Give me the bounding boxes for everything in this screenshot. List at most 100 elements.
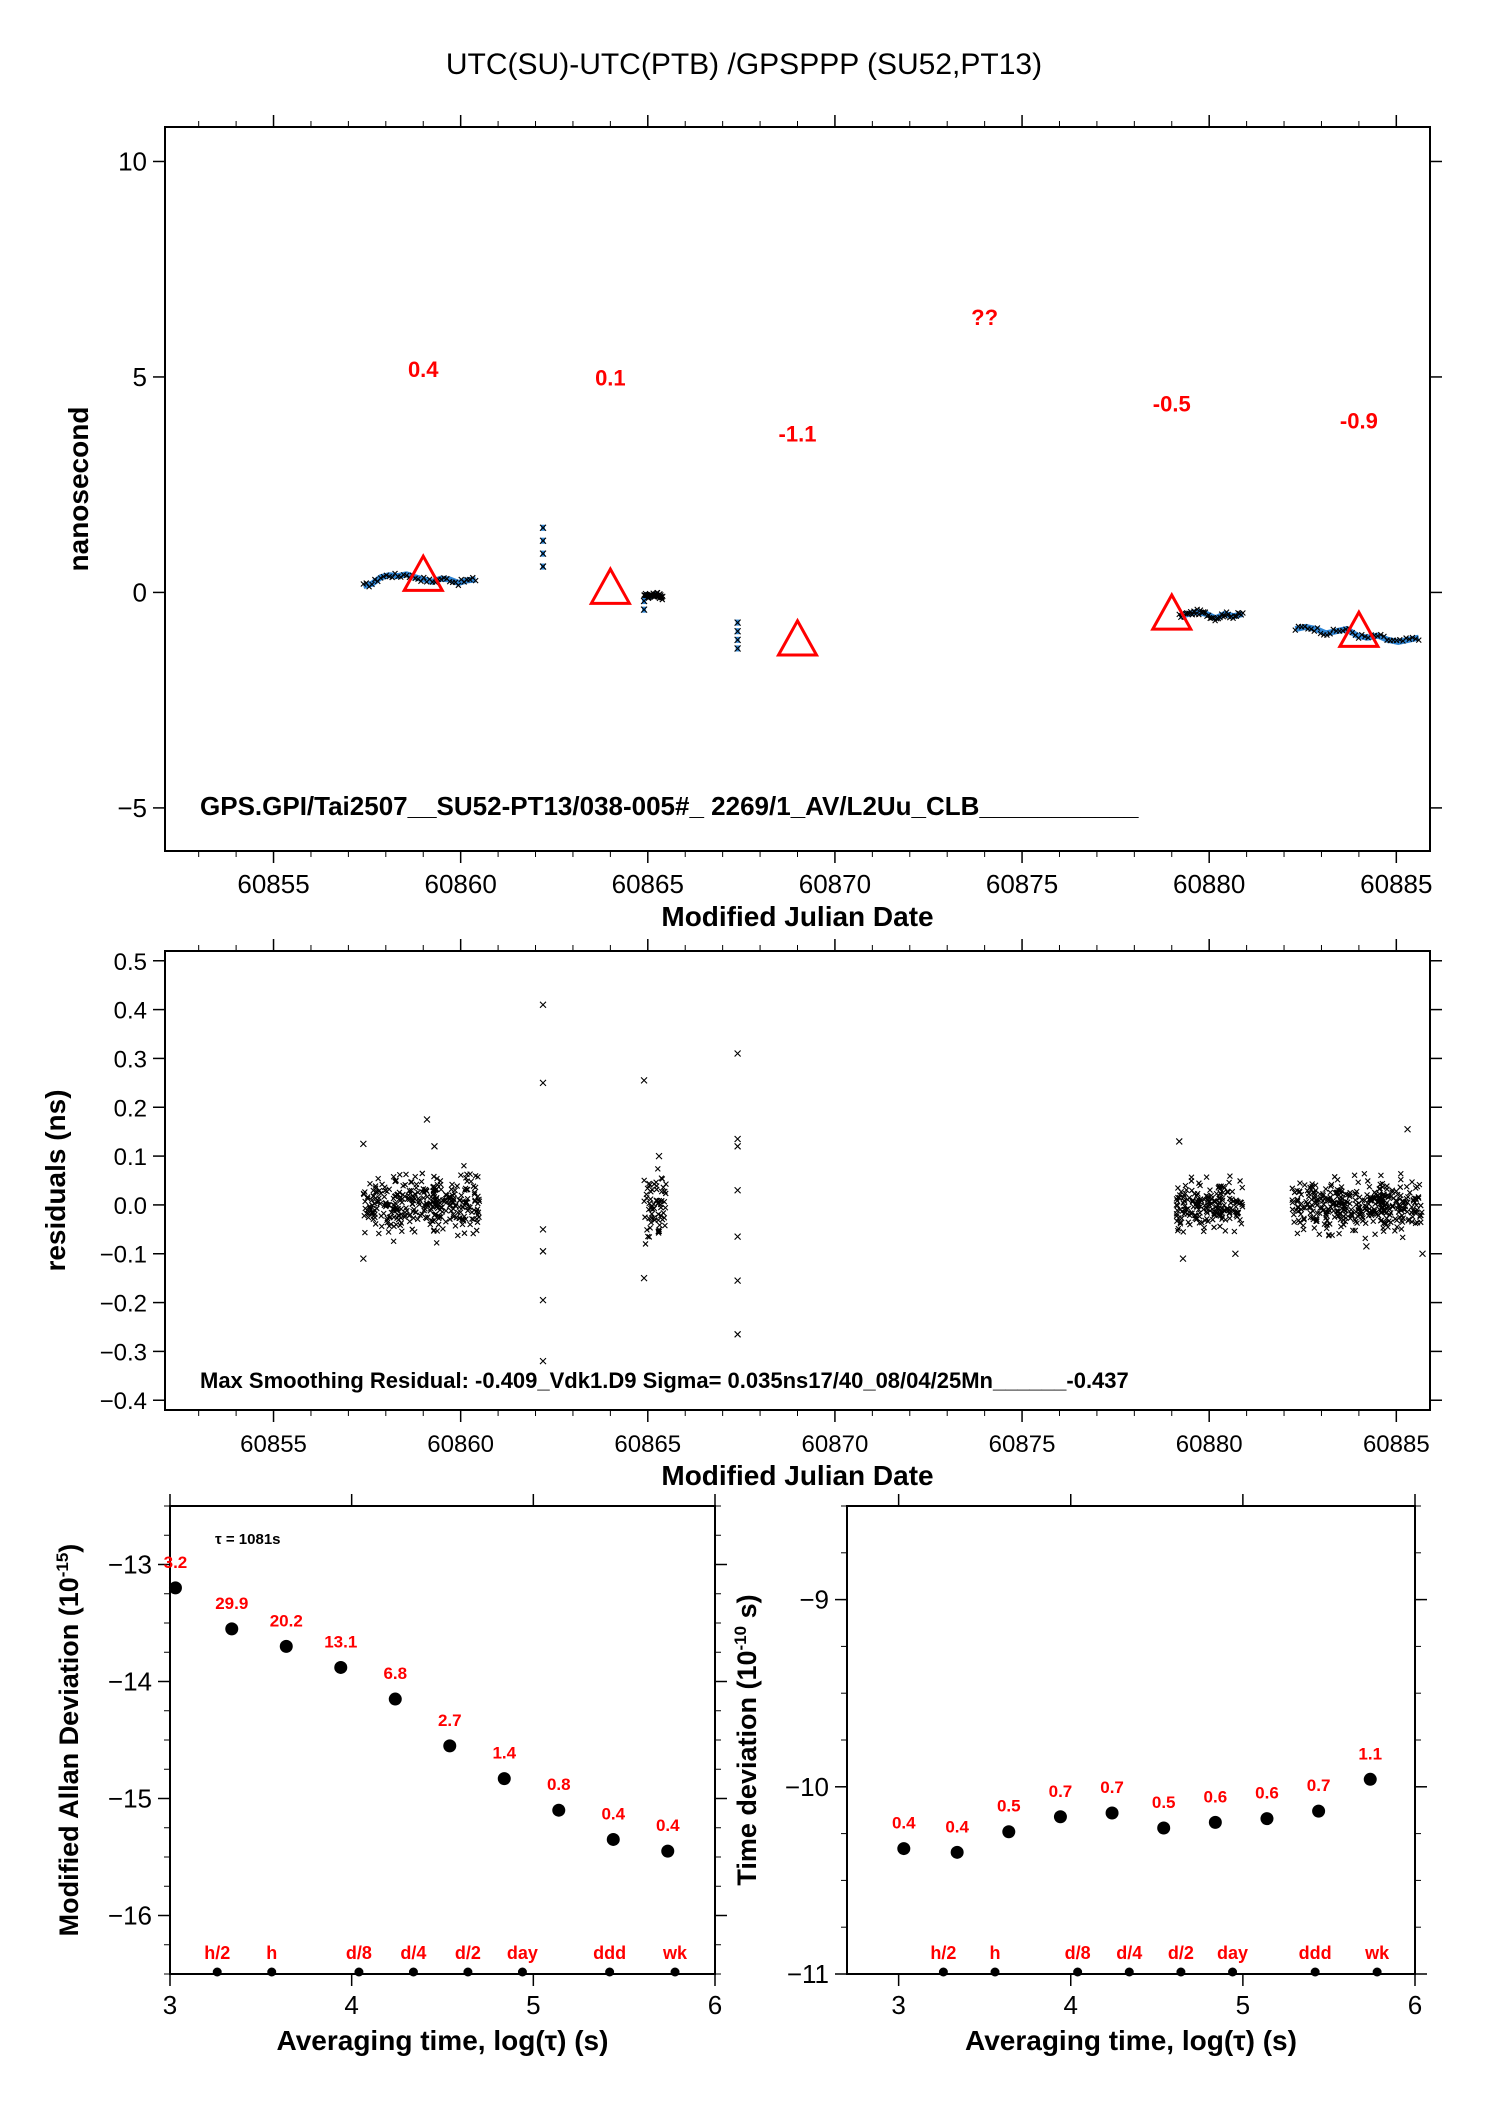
deviation-value-label: 20.2 [270, 1611, 303, 1630]
residual-point [1175, 1138, 1183, 1145]
residual-point [1355, 1179, 1362, 1186]
residual-point [1412, 1220, 1419, 1227]
residual-point [431, 1142, 438, 1150]
residual-point [1294, 1197, 1301, 1204]
residual-point [1176, 1194, 1183, 1201]
residual-point [1205, 1197, 1211, 1203]
residual-point [1320, 1201, 1327, 1208]
residual-point [474, 1174, 481, 1180]
residual-point [380, 1210, 387, 1217]
bias-annotation: ?? [971, 305, 998, 330]
residual-point [390, 1238, 397, 1245]
residual-point [385, 1229, 392, 1235]
residual-point [1325, 1206, 1332, 1213]
residual-point [1217, 1223, 1223, 1230]
x-tick-label: 60875 [989, 1431, 1056, 1458]
residual-point [419, 1188, 425, 1195]
offset-point [1409, 634, 1416, 641]
residual-point [539, 1225, 547, 1233]
residual-point [379, 1181, 385, 1188]
y-tick-label: 0.5 [114, 949, 147, 976]
residual-point [1228, 1205, 1234, 1211]
residual-point [1334, 1186, 1341, 1193]
residual-point [469, 1209, 475, 1216]
residual-point [1313, 1218, 1319, 1225]
bias-triangle-marker [1337, 609, 1381, 648]
x-axis-label: Averaging time, log(τ) (s) [277, 2025, 609, 2056]
residual-point [1365, 1212, 1372, 1219]
residual-point [418, 1178, 425, 1185]
residual-point [372, 1183, 379, 1189]
residual-point [1189, 1199, 1196, 1205]
residual-point [1197, 1182, 1203, 1189]
residual-point [1201, 1224, 1208, 1231]
residual-point [1361, 1197, 1368, 1204]
residual-point [1406, 1189, 1413, 1196]
y-tick-label: −0.4 [100, 1388, 147, 1415]
residual-point [1231, 1250, 1239, 1258]
offset-point [383, 572, 390, 579]
residual-point [1177, 1219, 1184, 1226]
offset-point [420, 574, 427, 581]
residual-point [1177, 1206, 1183, 1213]
residual-point [1364, 1178, 1371, 1184]
residual-point [1183, 1187, 1190, 1193]
time-marker-label: h/2 [204, 1943, 230, 1963]
x-tick-label: 60855 [237, 869, 309, 899]
residual-point [539, 1001, 547, 1009]
residual-point [1380, 1228, 1387, 1235]
offset-point [1218, 611, 1225, 618]
residual-point [1301, 1216, 1307, 1223]
residual-point [734, 1050, 742, 1057]
residual-point [413, 1181, 420, 1188]
y-tick-label: 0.3 [114, 1046, 147, 1073]
x-axis-label: Averaging time, log(τ) (s) [965, 2025, 1297, 2056]
residual-point [1297, 1180, 1303, 1187]
deviation-point [1002, 1825, 1016, 1839]
residual-point [1311, 1190, 1318, 1196]
residual-point [406, 1187, 413, 1194]
residual-point [420, 1195, 427, 1201]
residual-point [1220, 1189, 1227, 1196]
residual-point [1174, 1227, 1181, 1234]
residual-point [1331, 1199, 1338, 1206]
residual-point [469, 1215, 475, 1222]
residual-point [1203, 1174, 1210, 1180]
residual-point [1348, 1210, 1355, 1217]
residual-point [459, 1221, 466, 1228]
time-marker-label: d/8 [1065, 1943, 1091, 1963]
time-marker-label: day [1217, 1943, 1248, 1963]
x-tick-label: 60870 [802, 1431, 869, 1458]
residual-point [1226, 1209, 1233, 1216]
deviation-point [1363, 1772, 1377, 1786]
residual-point [398, 1228, 405, 1235]
residual-point [1205, 1218, 1211, 1225]
residual-point [1340, 1221, 1347, 1228]
residual-point [1219, 1216, 1225, 1222]
residual-point [435, 1221, 442, 1228]
deviation-point [443, 1739, 457, 1753]
deviation-point [225, 1622, 239, 1636]
offset-point [377, 575, 384, 581]
offset-point [659, 593, 666, 600]
residual-point [662, 1222, 668, 1229]
residual-point [1290, 1211, 1297, 1218]
residual-point [1182, 1209, 1189, 1216]
deviation-value-label: 0.4 [892, 1814, 916, 1833]
residual-point [402, 1181, 409, 1188]
residual-point [428, 1194, 435, 1200]
residual-point [1226, 1215, 1233, 1222]
time-marker-dot [670, 1967, 680, 1977]
residual-point [376, 1187, 383, 1194]
residual-point [1399, 1234, 1406, 1241]
offset-point [640, 597, 648, 605]
residual-point [1337, 1199, 1344, 1206]
residual-point [423, 1187, 430, 1194]
residual-point [1326, 1196, 1333, 1202]
residual-point [642, 1214, 648, 1221]
residual-point [419, 1211, 426, 1218]
residual-point [1334, 1207, 1340, 1214]
residual-point [734, 1277, 742, 1284]
residual-point [1334, 1176, 1341, 1183]
offset-point [1403, 635, 1409, 641]
